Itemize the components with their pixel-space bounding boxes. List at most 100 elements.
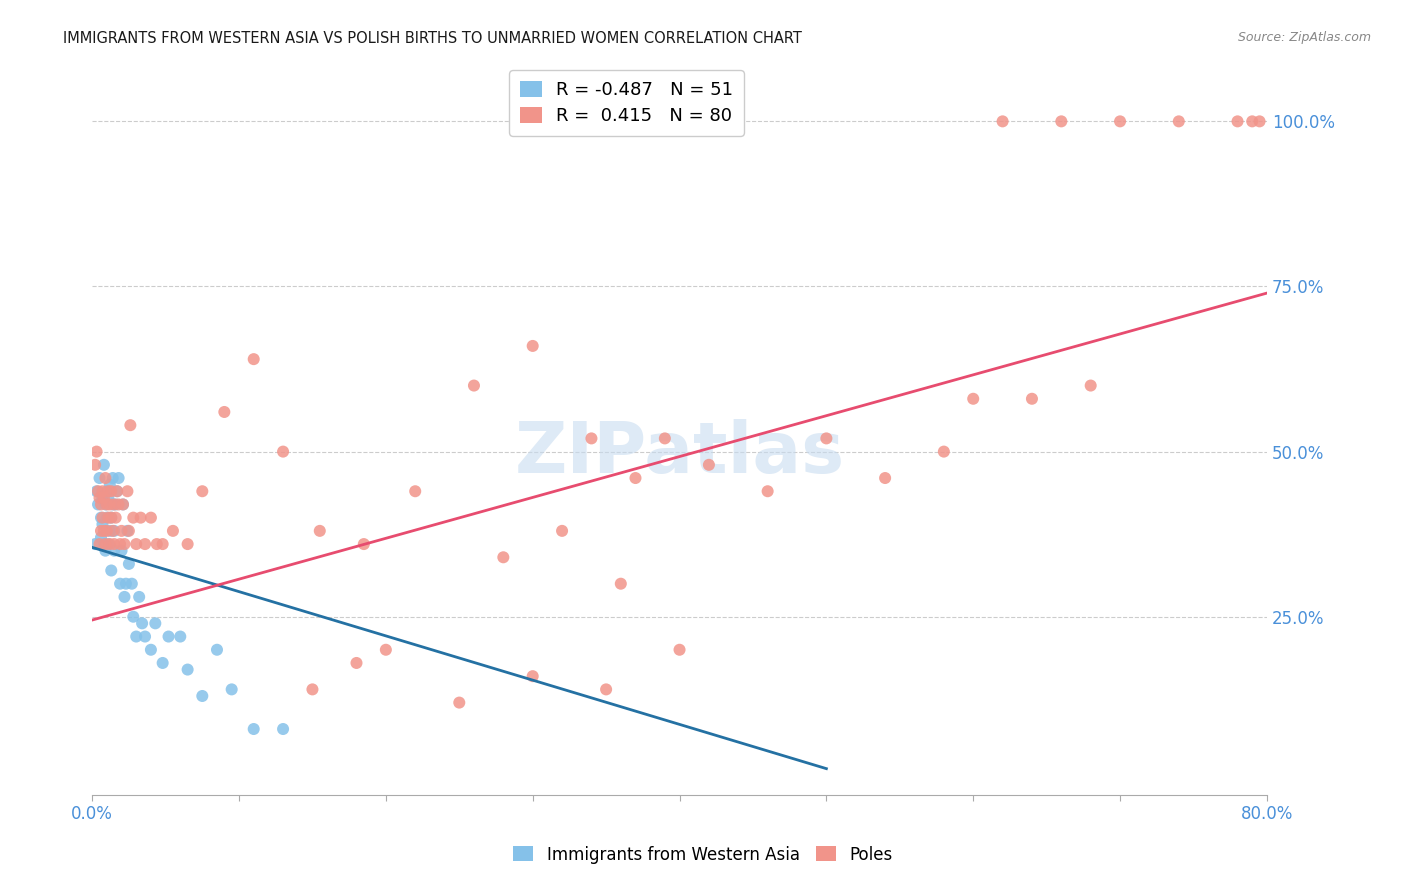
Text: Source: ZipAtlas.com: Source: ZipAtlas.com bbox=[1237, 31, 1371, 45]
Point bbox=[94, 471, 117, 485]
Point bbox=[93, 537, 115, 551]
Point bbox=[129, 510, 152, 524]
Point bbox=[98, 537, 121, 551]
Point bbox=[89, 471, 111, 485]
Point bbox=[115, 576, 138, 591]
Point bbox=[84, 537, 107, 551]
Point bbox=[110, 543, 132, 558]
Point bbox=[374, 642, 396, 657]
Point bbox=[152, 537, 174, 551]
Point bbox=[1226, 114, 1249, 128]
Point bbox=[101, 524, 124, 538]
Point bbox=[97, 491, 120, 505]
Text: IMMIGRANTS FROM WESTERN ASIA VS POLISH BIRTHS TO UNMARRIED WOMEN CORRELATION CHA: IMMIGRANTS FROM WESTERN ASIA VS POLISH B… bbox=[63, 31, 803, 46]
Point bbox=[214, 405, 236, 419]
Point bbox=[93, 491, 115, 505]
Point bbox=[98, 477, 121, 491]
Point bbox=[551, 524, 574, 538]
Point bbox=[86, 484, 108, 499]
Point bbox=[522, 339, 544, 353]
Point bbox=[96, 510, 118, 524]
Point bbox=[176, 663, 198, 677]
Point bbox=[624, 471, 647, 485]
Point bbox=[105, 484, 128, 499]
Point bbox=[108, 576, 131, 591]
Point bbox=[668, 642, 690, 657]
Point bbox=[94, 537, 117, 551]
Point bbox=[103, 524, 125, 538]
Point bbox=[242, 722, 264, 736]
Point bbox=[110, 524, 132, 538]
Point bbox=[271, 722, 294, 736]
Point bbox=[1249, 114, 1271, 128]
Point bbox=[104, 510, 127, 524]
Point bbox=[221, 682, 243, 697]
Point bbox=[1021, 392, 1043, 406]
Point bbox=[143, 616, 166, 631]
Point bbox=[89, 537, 111, 551]
Point bbox=[94, 498, 117, 512]
Point bbox=[111, 498, 134, 512]
Point bbox=[122, 609, 145, 624]
Point bbox=[654, 431, 676, 445]
Point bbox=[1080, 378, 1102, 392]
Point bbox=[114, 590, 136, 604]
Point bbox=[139, 510, 162, 524]
Point bbox=[697, 458, 720, 472]
Point bbox=[97, 484, 120, 499]
Point bbox=[581, 431, 603, 445]
Point bbox=[449, 696, 471, 710]
Point bbox=[463, 378, 485, 392]
Point bbox=[610, 576, 633, 591]
Point bbox=[100, 510, 122, 524]
Point bbox=[157, 630, 180, 644]
Point bbox=[104, 498, 127, 512]
Point bbox=[139, 642, 162, 657]
Point bbox=[107, 498, 129, 512]
Point bbox=[404, 484, 426, 499]
Point bbox=[98, 498, 121, 512]
Point bbox=[111, 498, 134, 512]
Point bbox=[87, 498, 110, 512]
Point bbox=[94, 543, 117, 558]
Point bbox=[815, 431, 838, 445]
Point bbox=[117, 524, 139, 538]
Point bbox=[131, 616, 153, 631]
Point bbox=[875, 471, 897, 485]
Point bbox=[100, 510, 122, 524]
Point bbox=[103, 498, 125, 512]
Point bbox=[125, 630, 148, 644]
Point bbox=[242, 352, 264, 367]
Point bbox=[176, 537, 198, 551]
Point bbox=[84, 458, 107, 472]
Point bbox=[122, 510, 145, 524]
Point bbox=[90, 498, 112, 512]
Point bbox=[103, 543, 125, 558]
Point bbox=[91, 491, 114, 505]
Point bbox=[353, 537, 375, 551]
Point bbox=[271, 444, 294, 458]
Point bbox=[107, 471, 129, 485]
Point bbox=[105, 484, 128, 499]
Legend: Immigrants from Western Asia, Poles: Immigrants from Western Asia, Poles bbox=[506, 839, 900, 871]
Point bbox=[93, 458, 115, 472]
Point bbox=[125, 537, 148, 551]
Point bbox=[962, 392, 984, 406]
Point bbox=[191, 484, 214, 499]
Point bbox=[346, 656, 368, 670]
Point bbox=[308, 524, 330, 538]
Point bbox=[93, 524, 115, 538]
Point bbox=[91, 484, 114, 499]
Point bbox=[98, 524, 121, 538]
Point bbox=[101, 498, 124, 512]
Point bbox=[90, 531, 112, 545]
Point bbox=[134, 630, 156, 644]
Point bbox=[756, 484, 779, 499]
Point bbox=[96, 524, 118, 538]
Point bbox=[97, 510, 120, 524]
Point bbox=[1050, 114, 1073, 128]
Point bbox=[101, 471, 124, 485]
Point bbox=[114, 537, 136, 551]
Point bbox=[117, 484, 139, 499]
Point bbox=[118, 557, 141, 571]
